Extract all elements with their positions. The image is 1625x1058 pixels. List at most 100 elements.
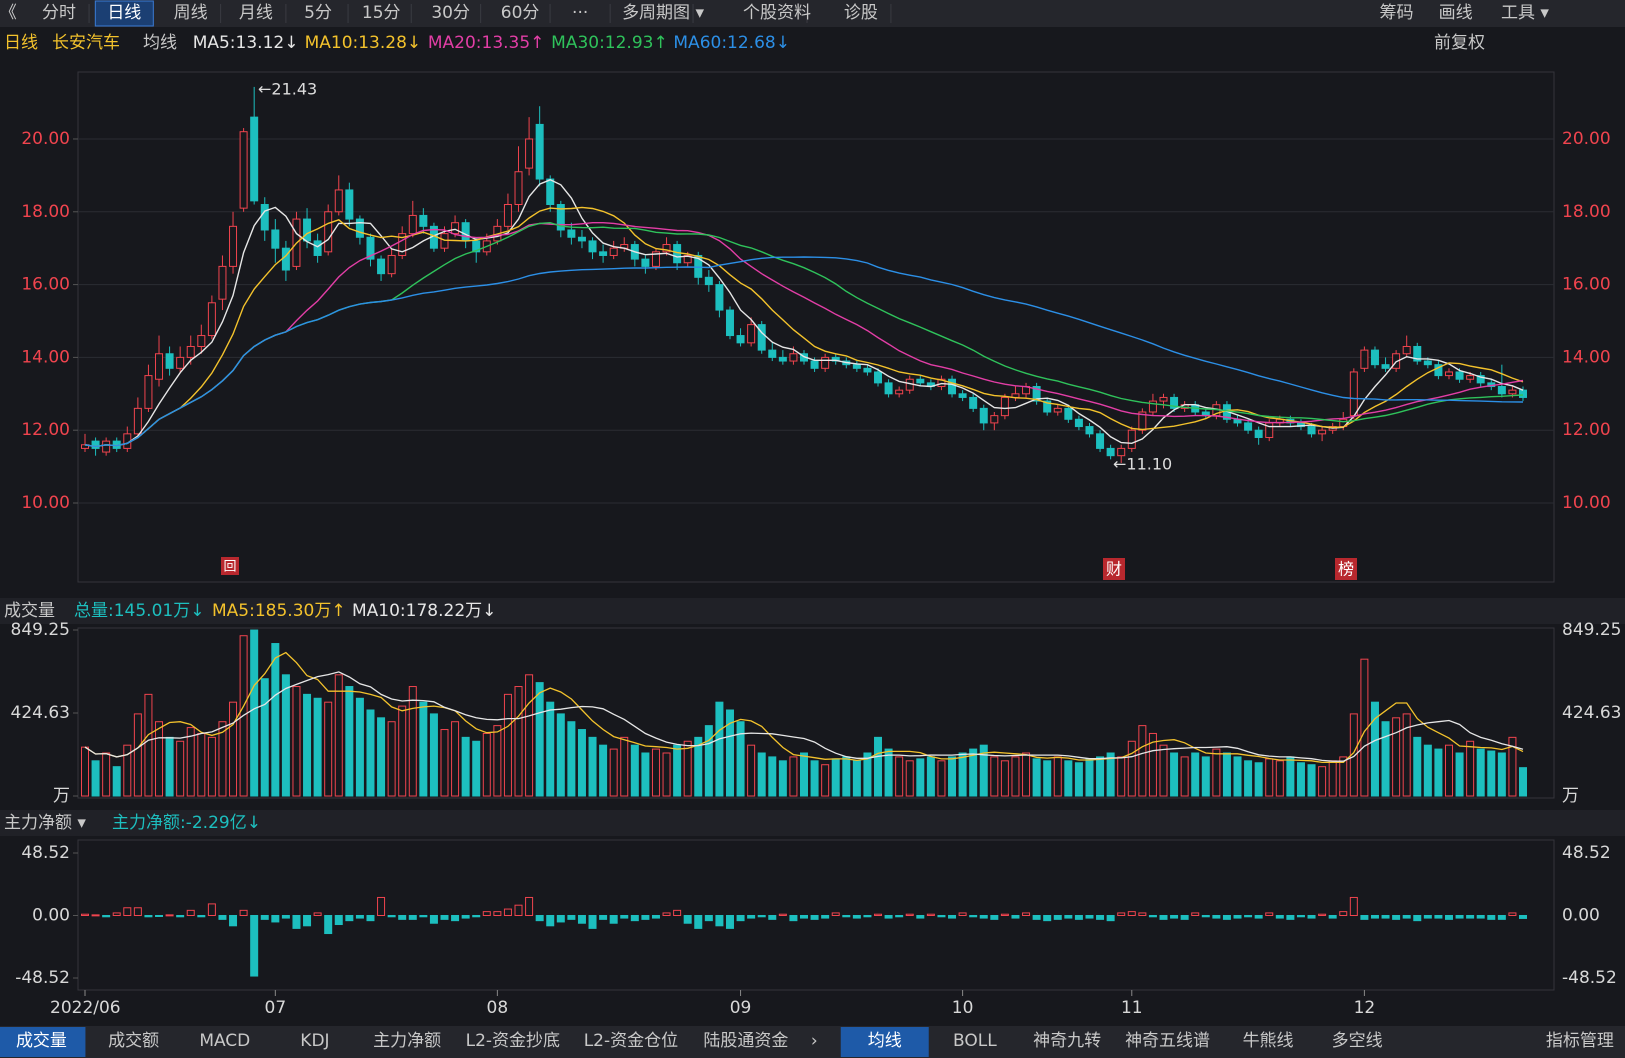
candle-body [1053, 407, 1062, 413]
ma-line [84, 206, 1524, 448]
volume-bar [281, 674, 290, 797]
net-title[interactable]: 主力净额 ▾ [4, 813, 86, 833]
net-bar [747, 915, 756, 919]
candle-body [1381, 364, 1390, 369]
toolbar-item[interactable]: 筹码 [1380, 3, 1414, 23]
toolbar-item[interactable]: 工具 ▾ [1501, 3, 1549, 23]
tab[interactable]: BOLL [953, 1031, 997, 1051]
net-bar [81, 913, 89, 916]
volume-bar [1381, 721, 1390, 797]
tab[interactable]: › [811, 1031, 818, 1051]
toolbar-item[interactable]: 日线 [107, 3, 141, 23]
candle-body [1476, 375, 1485, 384]
net-bar [768, 915, 777, 920]
volume-bar [1254, 762, 1263, 797]
tab[interactable]: MACD [199, 1031, 250, 1051]
toolbar-item[interactable]: 分时 [42, 3, 76, 23]
volume-bar [1170, 752, 1179, 797]
net-bar [1392, 915, 1401, 920]
net-bar [1434, 915, 1443, 919]
tab[interactable]: L2-资金抄底 [466, 1031, 560, 1051]
net-bar [1022, 912, 1031, 917]
toolbar-item[interactable]: 5分 [304, 3, 332, 23]
tab[interactable]: 主力净额 [373, 1031, 441, 1051]
volume-bar [958, 752, 967, 797]
volume-bar [1085, 758, 1094, 797]
candle-body [715, 284, 724, 311]
candle-body [165, 353, 174, 369]
net-bar [503, 908, 512, 917]
toolbar-item[interactable]: 诊股 [844, 3, 878, 23]
volume-bar [1233, 756, 1242, 797]
net-bar [948, 915, 957, 919]
candle-body [271, 229, 280, 249]
net-bar [281, 915, 290, 919]
volume-bar [535, 682, 544, 797]
tab[interactable]: 成交额 [108, 1031, 159, 1051]
toolbar-item[interactable]: 15分 [362, 3, 401, 23]
net-bar [271, 915, 280, 923]
tab[interactable]: 指标管理 [1546, 1031, 1614, 1051]
volume-bar [165, 736, 174, 797]
toolbar-item[interactable]: 60分 [501, 3, 540, 23]
net-bar [324, 915, 333, 935]
volume-bar [1191, 752, 1200, 797]
tab[interactable]: 牛熊线 [1243, 1031, 1294, 1051]
tab[interactable]: KDJ [300, 1031, 329, 1051]
net-bar [1254, 915, 1263, 919]
net-bar [1180, 915, 1189, 920]
volume-bar [863, 752, 872, 797]
net-bar [1053, 915, 1062, 920]
candle-body [958, 393, 967, 398]
toolbar-item[interactable]: 个股资料 [743, 3, 811, 23]
candle-body [207, 302, 216, 337]
net-bar [355, 915, 364, 919]
adjust[interactable]: 前复权 [1434, 33, 1485, 53]
tab[interactable]: 神奇九转 [1033, 1031, 1101, 1051]
candle-body [1254, 429, 1263, 438]
tab[interactable]: 多空线 [1332, 1031, 1383, 1051]
toolbar-item[interactable]: 30分 [431, 3, 470, 23]
toolbar-item[interactable]: ··· [572, 3, 588, 23]
toolbar-item[interactable]: 多周期图 ▾ [622, 3, 704, 23]
net-bar [1455, 915, 1464, 919]
net-bar [1296, 915, 1305, 918]
net-bar [958, 912, 967, 917]
candle-body [1455, 371, 1464, 380]
volume-bar [588, 736, 597, 797]
volume-bar [419, 701, 428, 797]
toolbar-item[interactable]: 画线 [1439, 3, 1473, 23]
toolbar-item[interactable]: 周线 [174, 3, 208, 23]
tab[interactable]: 陆股通资金 [703, 1031, 788, 1051]
volume-legend: MA5:185.30万↑ [212, 601, 346, 621]
candle-body [355, 218, 364, 238]
candle-body [472, 240, 481, 253]
toolbar-item[interactable]: 《 [0, 3, 17, 23]
ma-line [84, 222, 1524, 448]
candle-body [345, 189, 354, 220]
candle-body [768, 349, 777, 358]
candle-body [229, 225, 238, 267]
net-bar [123, 907, 132, 917]
tab[interactable]: L2-资金仓位 [584, 1031, 678, 1051]
volume-bar [874, 736, 883, 797]
candle-body [1074, 418, 1083, 428]
tab[interactable]: 成交量 [16, 1031, 67, 1051]
volume-bar [1064, 760, 1073, 797]
volume-bar [324, 701, 333, 797]
volume-ma-line [84, 671, 1524, 762]
net-bar [408, 915, 417, 920]
toolbar-item[interactable]: 月线 [239, 3, 273, 23]
net-bar [176, 915, 185, 918]
volume-bar [1127, 740, 1136, 797]
candle-body [789, 353, 798, 362]
net-bar [387, 915, 396, 918]
candle-body [895, 389, 904, 395]
ma-legend: MA30:12.93↑ [551, 33, 668, 53]
volume-bar [800, 752, 808, 797]
tab[interactable]: 神奇五线谱 [1125, 1031, 1210, 1051]
volume-bar [1423, 744, 1432, 797]
volume-bar [1212, 748, 1221, 797]
tab[interactable]: 均线 [868, 1031, 902, 1051]
y-tick-label: 424.63 [11, 703, 70, 723]
